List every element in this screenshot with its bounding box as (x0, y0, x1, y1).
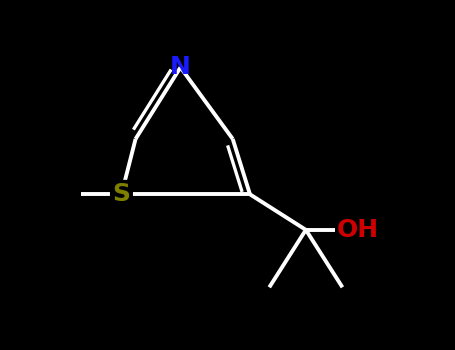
Text: N: N (170, 55, 191, 79)
Text: OH: OH (337, 218, 379, 242)
Text: S: S (112, 182, 131, 206)
